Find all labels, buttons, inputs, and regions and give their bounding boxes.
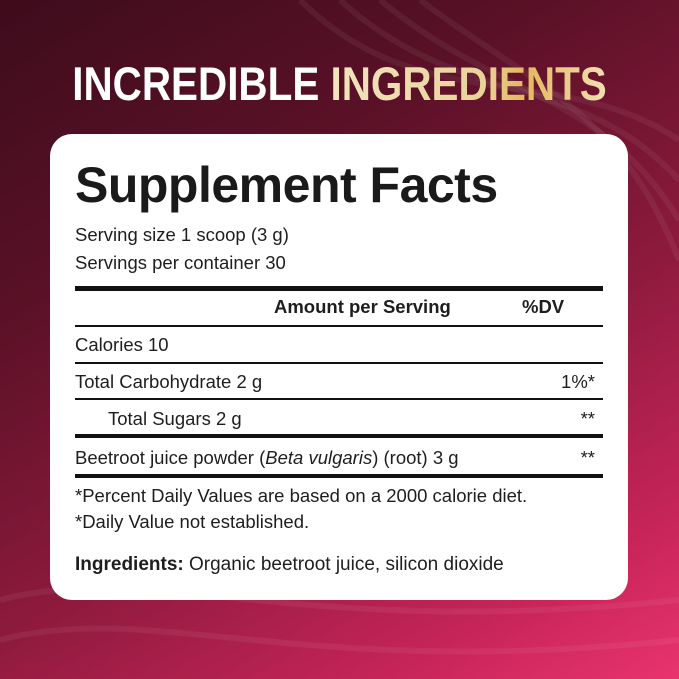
row-beetroot-dv: ** — [580, 447, 595, 468]
serving-size: Serving size 1 scoop (3 g) — [75, 224, 289, 245]
divider — [75, 362, 603, 364]
beetroot-latin-name: Beta vulgaris — [265, 447, 373, 468]
ingredients: Ingredients: Organic beetroot juice, sil… — [75, 554, 504, 576]
servings-per-container: Servings per container 30 — [75, 252, 286, 273]
divider — [75, 325, 603, 327]
ingredients-label: Ingredients: — [75, 554, 184, 575]
supplement-facts-card: Supplement Facts Serving size 1 scoop (3… — [50, 134, 628, 600]
header-amount: Amount per Serving — [274, 296, 451, 317]
row-sugars-dv: ** — [580, 408, 595, 429]
footnote-not-established: *Daily Value not established. — [75, 511, 310, 532]
headline-part2: INGREDIENTS — [330, 57, 607, 110]
footnote-dv: *Percent Daily Values are based on a 200… — [75, 485, 528, 506]
divider-thick — [75, 434, 603, 438]
divider-thick — [75, 474, 603, 478]
header-dv: %DV — [522, 296, 565, 317]
ingredients-text: Organic beetroot juice, silicon dioxide — [183, 554, 504, 575]
headline: INCREDIBLE INGREDIENTS — [48, 56, 632, 111]
headline-part1: INCREDIBLE — [72, 57, 320, 110]
row-beetroot: Beetroot juice powder (Beta vulgaris) (r… — [75, 447, 459, 469]
beetroot-amount: ) (root) 3 g — [372, 447, 459, 468]
row-calories: Calories 10 — [75, 334, 169, 355]
row-carbohydrate-dv: 1%* — [561, 371, 595, 392]
beetroot-label: Beetroot juice powder ( — [75, 447, 266, 468]
row-sugars: Total Sugars 2 g — [108, 408, 242, 429]
divider-thick — [75, 286, 603, 291]
row-carbohydrate: Total Carbohydrate 2 g — [75, 371, 263, 392]
facts-title: Supplement Facts — [75, 157, 498, 213]
divider — [75, 398, 603, 400]
